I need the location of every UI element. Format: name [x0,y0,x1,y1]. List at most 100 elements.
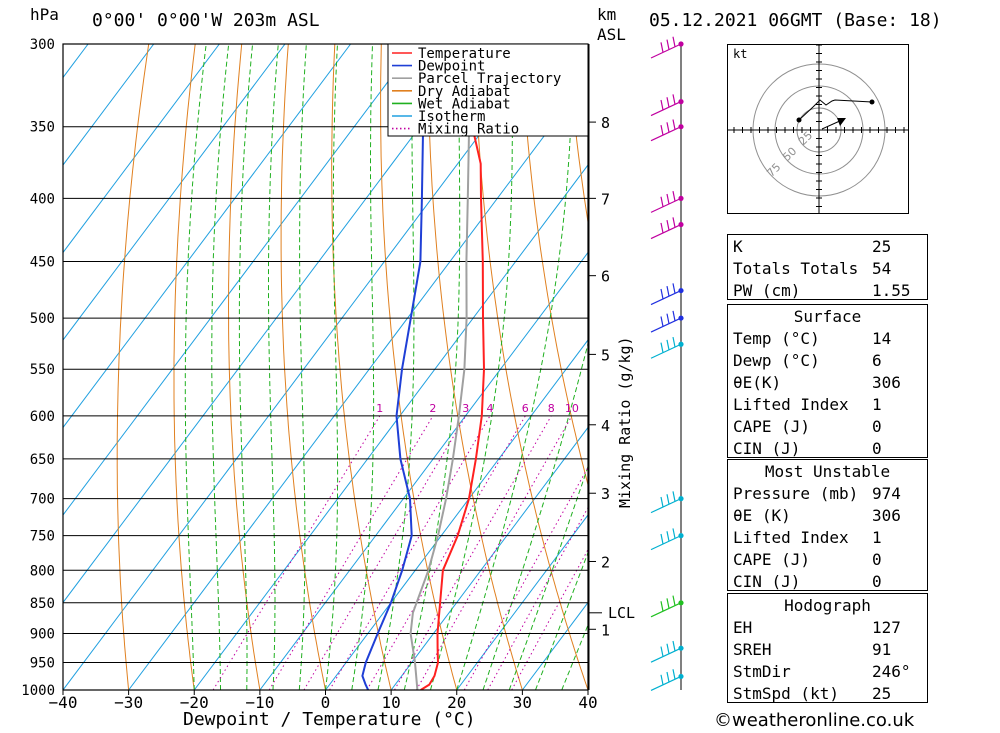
mixing-ratio-line [415,415,573,690]
surface-row: CAPE (J) 0 [733,417,882,436]
dry-adiabat-line [940,44,1000,690]
isotherm-line [63,44,483,604]
wet-adiabat-line [508,464,588,690]
height-tick-label: 5 [601,346,610,364]
isotherm-line [63,44,286,341]
pressure-tick-label: 1000 [21,683,55,699]
pressure-tick-label: 600 [30,409,55,425]
datetime-label: 05.12.2021 06GMT (Base: 18) [649,10,942,31]
height-unit-label: km [597,5,617,24]
wind-barb [650,310,682,333]
legend-label: Isotherm [418,109,485,125]
index-row: K 25 [733,237,892,256]
wind-barb [650,336,682,359]
isotherm-line [325,339,588,690]
hodograph-table-row: SREH 91 [733,640,892,659]
profile-temperature [420,44,487,690]
dry-adiabat-line [227,44,261,690]
surface-row: Dewp (°C) 6 [733,351,882,370]
pressure-tick-label: 700 [30,492,55,508]
wind-barb [650,119,682,142]
mixing-ratio-line [511,548,588,690]
pressure-tick-label: 650 [30,452,55,468]
copyright-label[interactable]: ©weatheronline.co.uk [714,710,915,731]
mixing-ratio-line [463,466,588,690]
height-tick-label: 8 [601,114,610,132]
indices-panel: K 25 Totals Totals 54 PW (cm) 1.55 [727,234,928,300]
mixing-ratio-line [329,415,491,690]
mixing-ratio-tick-label: 3 [462,402,469,415]
location-label: 0°00' 0°00'W 203m ASL [92,10,320,31]
dry-adiabat-line [280,44,326,690]
pressure-tick-label: 450 [30,255,55,271]
hodograph-ring-label: 75 [764,161,783,180]
pressure-tick-label: 750 [30,529,55,545]
hodograph: 25 50 75 kt [727,44,909,214]
hodograph-point [869,99,875,105]
pressure-tick-label: 500 [30,311,55,327]
isotherm-line [63,44,352,429]
legend-label: Dry Adiabat [418,84,511,100]
pressure-tick-label: 300 [30,37,55,53]
mixing-ratio-line [268,415,434,690]
wet-adiabat-line [184,44,207,690]
mixing-ratio-tick-label: 10 [565,402,579,415]
hodograph-table-row: StmSpd (kt) 25 [733,684,892,703]
wind-barb [650,640,682,663]
pressure-tick-label: 850 [30,596,55,612]
dry-adiabat-line [380,44,458,690]
most-unstable-row: Pressure (mb) 974 [733,484,901,503]
height-tick-label: 7 [601,190,610,208]
mixing-ratio-tick-label: 25 [654,402,668,415]
wind-barb [650,94,682,117]
wind-barb [650,217,682,240]
profile-parcel-trajectory [409,44,471,690]
wet-adiabat-line [298,44,307,690]
mixing-ratio-tick-label: 2 [429,402,436,415]
pressure-unit-label: hPa [30,5,59,24]
hodograph-ring-label: 50 [780,145,799,164]
isotherm-line [128,76,588,690]
wet-adiabat-line [325,44,339,690]
pressure-tick-label: 900 [30,626,55,642]
x-axis-label: Dewpoint / Temperature (°C) [183,709,476,730]
hodograph-point [796,117,802,123]
most-unstable-row: CIN (J) 0 [733,572,882,591]
hodograph-trace [798,99,873,121]
dry-adiabat-line [173,44,196,690]
lcl-label: LCL [608,604,635,622]
legend-label: Dewpoint [418,59,485,75]
mixing-ratio-tick-label: 1 [376,402,383,415]
isotherm-line [0,44,23,690]
mixing-ratio-line [303,415,467,690]
hodograph-ring-label: 25 [796,129,815,148]
wind-barb [650,491,682,514]
x-tick-label: −30 [114,693,143,712]
surface-row: θE(K) 306 [733,373,901,392]
hodograph-unit-label: kt [733,47,748,61]
x-tick-label: 0 [321,693,331,712]
x-tick-label: 10 [381,693,400,712]
x-tick-label: −40 [49,693,78,712]
legend-label: Mixing Ratio [418,122,519,138]
x-tick-label: 20 [447,693,466,712]
wind-barb [650,283,682,306]
plot-frame [62,43,589,691]
surface-row: Temp (°C) 14 [733,329,892,348]
dry-adiabat-line [986,44,1000,690]
dry-adiabat-line [473,44,588,690]
isotherm-line [63,44,220,254]
wet-adiabat-line [403,44,461,690]
wet-adiabat-line [268,44,279,690]
wind-barb [650,595,682,618]
hodograph-table-panel: Hodograph EH 127 SREH 91 StmDir 246° StmSpd… [727,593,928,703]
dry-adiabat-line [116,44,150,690]
surface-row: CIN (J) 0 [733,439,882,458]
hodograph-table-row: StmDir 246° [733,662,911,681]
wet-adiabat-line [238,44,254,690]
surface-panel: Surface Temp (°C) 14 Dewp (°C) 6 θE(K) 306 … [727,304,928,458]
isotherm-line [390,426,588,690]
height-tick-label: 2 [601,553,610,571]
legend-label: Parcel Trajectory [418,71,561,87]
